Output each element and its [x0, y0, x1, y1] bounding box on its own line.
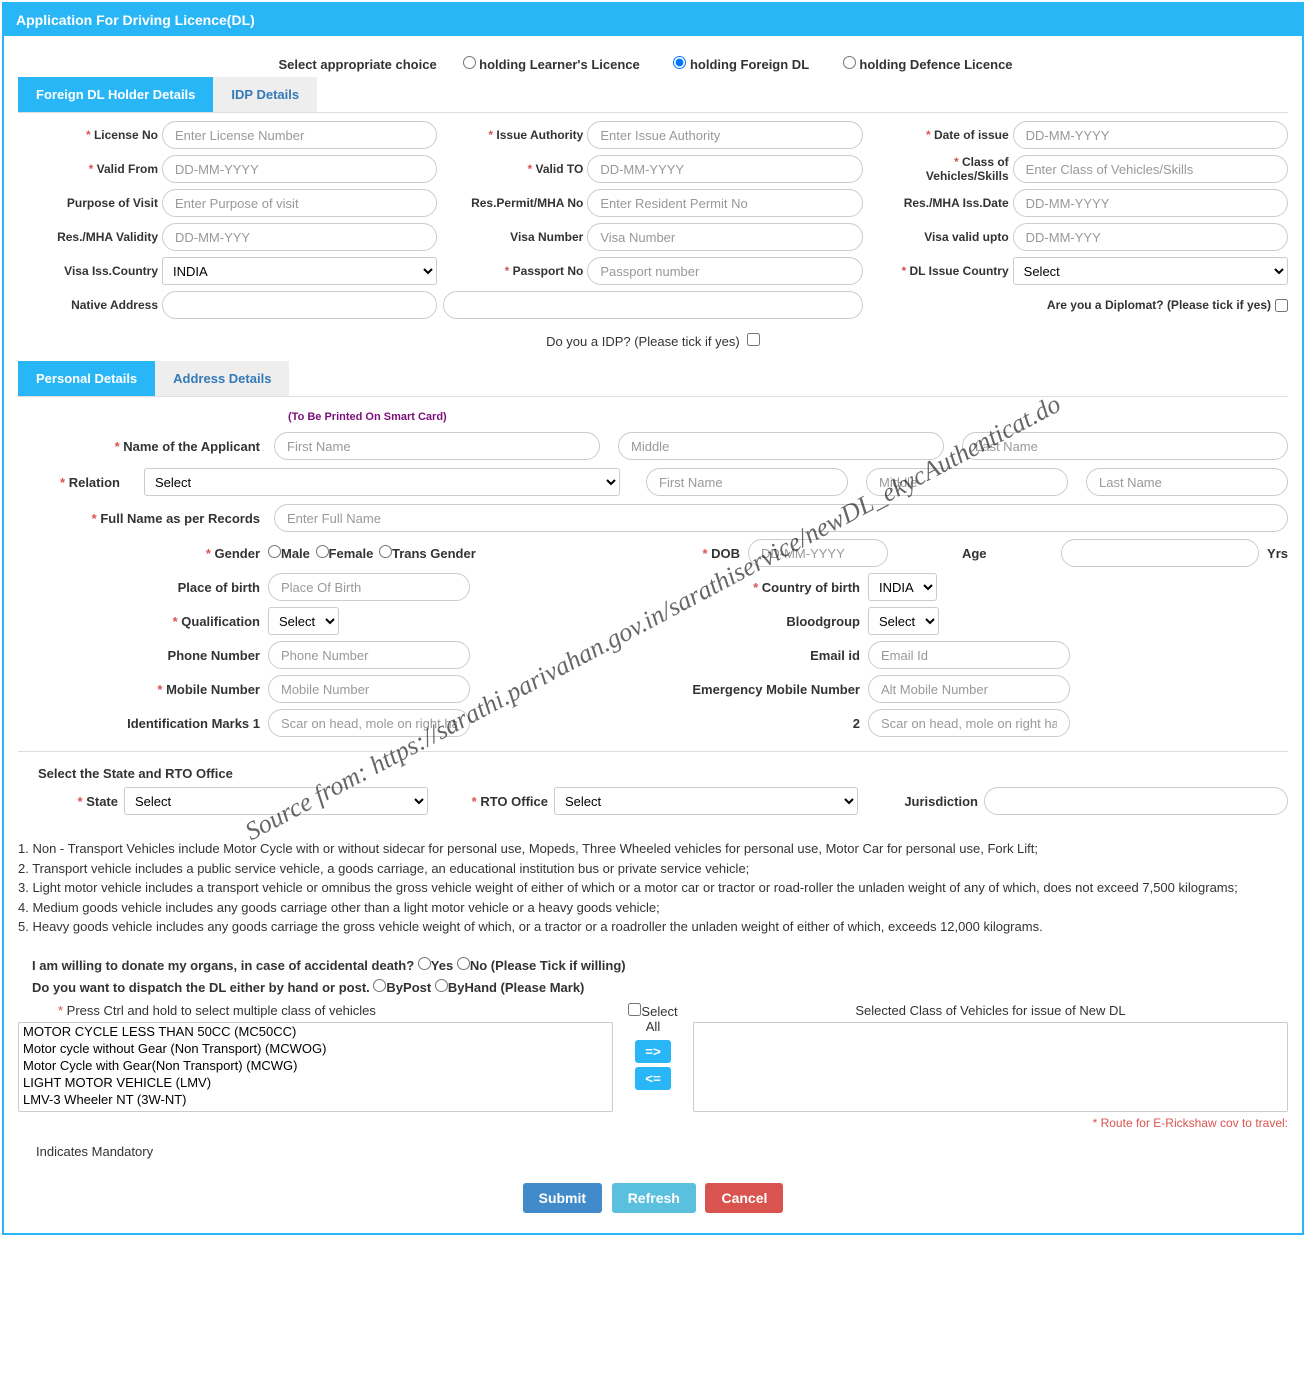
passport-no-input[interactable] — [587, 257, 862, 285]
panel-title: Application For Driving Licence(DL) — [4, 4, 1302, 36]
applicant-last-name-input[interactable] — [962, 432, 1288, 460]
license-no-input[interactable] — [162, 121, 437, 149]
native-address-2-input[interactable] — [443, 291, 862, 319]
yrs-label: Yrs — [1267, 546, 1288, 561]
tabs-personal: Personal Details Address Details — [18, 361, 1288, 396]
visa-valid-upto-input[interactable] — [1013, 223, 1288, 251]
submit-button[interactable]: Submit — [523, 1183, 602, 1213]
dispatch-bypost[interactable]: ByPost — [373, 980, 431, 995]
mandatory-note: Indicates Mandatory — [36, 1144, 1288, 1159]
choice-defence[interactable]: holding Defence Licence — [843, 57, 1013, 72]
jurisdiction-input[interactable] — [984, 787, 1288, 815]
diplomat-label: Are you a Diplomat? (Please tick if yes) — [869, 298, 1271, 312]
applicant-first-name-input[interactable] — [274, 432, 600, 460]
move-left-button[interactable]: <= — [635, 1067, 671, 1090]
cancel-button[interactable]: Cancel — [705, 1183, 783, 1213]
res-mha-date-input[interactable] — [1013, 189, 1288, 217]
phone-input[interactable] — [268, 641, 470, 669]
tabs-foreign: Foreign DL Holder Details IDP Details — [18, 77, 1288, 112]
rto-office-select[interactable]: Select — [554, 787, 858, 815]
relation-middle-name-input[interactable] — [866, 468, 1068, 496]
choice-label: Select appropriate choice — [278, 57, 436, 72]
cov-selected-list[interactable] — [693, 1022, 1288, 1112]
bloodgroup-select[interactable]: Select — [868, 607, 939, 635]
dl-issue-country-select[interactable]: Select — [1013, 257, 1288, 285]
gender-female[interactable]: Female — [316, 546, 374, 561]
relation-last-name-input[interactable] — [1086, 468, 1288, 496]
applicant-middle-name-input[interactable] — [618, 432, 944, 460]
relation-first-name-input[interactable] — [646, 468, 848, 496]
dob-input[interactable] — [748, 539, 888, 567]
idmark2-input[interactable] — [868, 709, 1070, 737]
refresh-button[interactable]: Refresh — [612, 1183, 696, 1213]
relation-select[interactable]: Select — [144, 468, 620, 496]
choice-foreign[interactable]: holding Foreign DL — [673, 57, 809, 72]
date-of-issue-input[interactable] — [1013, 121, 1288, 149]
age-input[interactable] — [1061, 539, 1260, 567]
native-address-1-input[interactable] — [162, 291, 437, 319]
idmark1-input[interactable] — [268, 709, 470, 737]
class-vehicles-input[interactable] — [1013, 155, 1288, 183]
choice-row: Select appropriate choice holding Learne… — [18, 56, 1288, 72]
idp-checkbox[interactable] — [747, 333, 760, 346]
smartcard-note: (To Be Printed On Smart Card) — [288, 411, 1288, 423]
mobile-input[interactable] — [268, 675, 470, 703]
email-input[interactable] — [868, 641, 1070, 669]
issue-authority-input[interactable] — [587, 121, 862, 149]
qualification-select[interactable]: Select — [268, 607, 339, 635]
select-all-checkbox[interactable] — [628, 1003, 641, 1016]
organ-no[interactable]: No (Please Tick if willing) — [457, 958, 626, 973]
state-select[interactable]: Select — [124, 787, 428, 815]
main-panel: Application For Driving Licence(DL) Sele… — [2, 2, 1304, 1235]
tab-foreign-dl[interactable]: Foreign DL Holder Details — [18, 77, 213, 112]
pob-input[interactable] — [268, 573, 470, 601]
res-permit-input[interactable] — [587, 189, 862, 217]
cob-select[interactable]: INDIA — [868, 573, 937, 601]
dispatch-row: Do you want to dispatch the DL either by… — [18, 979, 1288, 995]
tab-idp[interactable]: IDP Details — [213, 77, 317, 112]
emergency-mobile-input[interactable] — [868, 675, 1070, 703]
visa-iss-country-select[interactable]: INDIA — [162, 257, 437, 285]
visa-number-input[interactable] — [587, 223, 862, 251]
res-mha-validity-input[interactable] — [162, 223, 437, 251]
staterto-heading: Select the State and RTO Office — [18, 766, 1288, 781]
diplomat-checkbox[interactable] — [1275, 299, 1288, 312]
gender-trans[interactable]: Trans Gender — [379, 546, 476, 561]
move-right-button[interactable]: => — [635, 1040, 671, 1063]
gender-male[interactable]: Male — [268, 546, 310, 561]
tab-personal-details[interactable]: Personal Details — [18, 361, 155, 396]
full-name-input[interactable] — [274, 504, 1288, 532]
idp-question-row: Do you a IDP? (Please tick if yes) — [18, 333, 1288, 349]
purpose-input[interactable] — [162, 189, 437, 217]
vehicle-notes: 1. Non - Transport Vehicles include Moto… — [18, 825, 1288, 951]
organ-row: I am willing to donate my organs, in cas… — [18, 957, 1288, 973]
organ-yes[interactable]: Yes — [418, 958, 453, 973]
cov-available-list[interactable]: MOTOR CYCLE LESS THAN 50CC (MC50CC) Moto… — [18, 1022, 613, 1112]
choice-learners[interactable]: holding Learner's Licence — [463, 57, 640, 72]
dispatch-byhand[interactable]: ByHand (Please Mark) — [435, 980, 585, 995]
valid-from-input[interactable] — [162, 155, 437, 183]
e-rickshaw-note: * Route for E-Rickshaw cov to travel: — [1093, 1116, 1288, 1130]
valid-to-input[interactable] — [587, 155, 862, 183]
age-label: Age — [888, 546, 1061, 561]
tab-address-details[interactable]: Address Details — [155, 361, 289, 396]
